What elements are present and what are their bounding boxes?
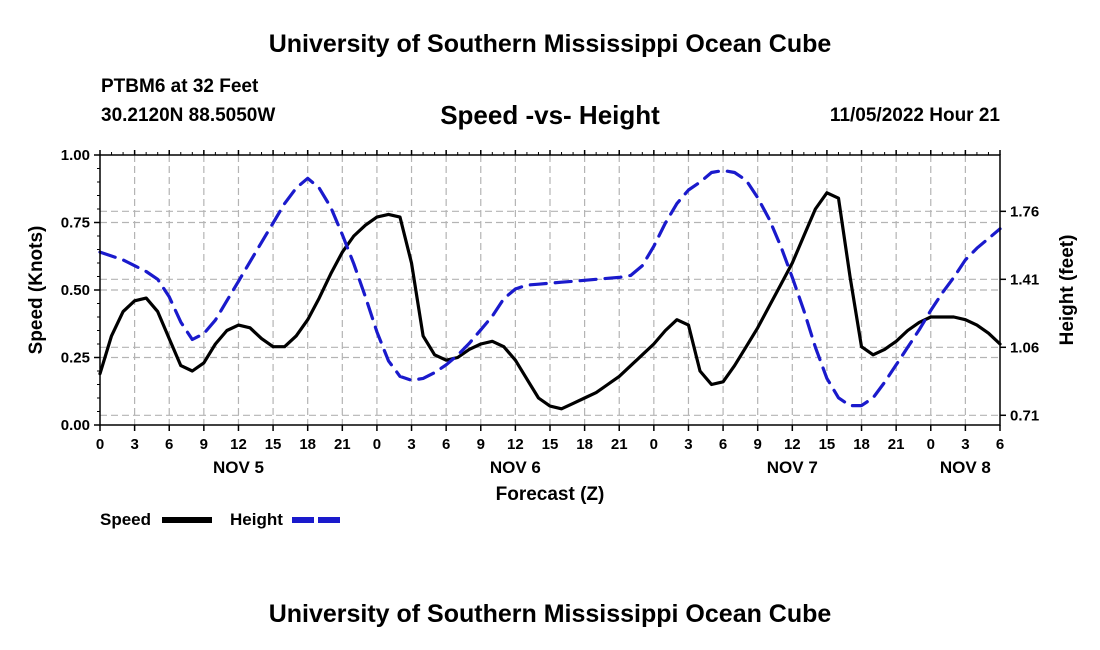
y-left-tick-label: 0.00 [61, 417, 90, 434]
x-tick-label: 6 [165, 436, 173, 453]
x-tick-label: 18 [853, 436, 870, 453]
x-tick-label: 15 [265, 436, 282, 453]
y-right-tick-label: 0.71 [1010, 407, 1039, 424]
x-day-label: NOV 8 [940, 458, 991, 477]
legend-height-label: Height [230, 510, 283, 529]
x-tick-label: 0 [373, 436, 381, 453]
series-layer [98, 168, 1002, 411]
y-left-tick-label: 1.00 [61, 147, 90, 164]
x-tick-label: 15 [819, 436, 836, 453]
x-tick-label: 15 [542, 436, 559, 453]
y-right-tick-label: 1.76 [1010, 203, 1039, 220]
x-axis-title: Forecast (Z) [496, 484, 605, 505]
y-left-tick-label: 0.50 [61, 282, 90, 299]
grid-layer [100, 155, 1000, 425]
x-tick-label: 21 [888, 436, 905, 453]
x-tick-label: 18 [299, 436, 316, 453]
x-tick-label: 12 [507, 436, 524, 453]
series-line-speed [98, 191, 1002, 411]
x-tick-label: 6 [719, 436, 727, 453]
x-tick-label: 9 [200, 436, 208, 453]
x-tick-label: 0 [650, 436, 658, 453]
x-day-label: NOV 5 [213, 458, 264, 477]
x-tick-label: 21 [334, 436, 351, 453]
y-right-tick-label: 1.06 [1010, 339, 1039, 356]
y-right-tick-label: 1.41 [1010, 271, 1039, 288]
x-tick-label: 6 [442, 436, 450, 453]
x-tick-label: 3 [961, 436, 969, 453]
chart-subtitle: Speed -vs- Height [440, 100, 660, 130]
x-day-label: NOV 6 [490, 458, 541, 477]
x-tick-label: 0 [96, 436, 104, 453]
legend: Speed Height [100, 510, 342, 529]
station-label: PTBM6 at 32 Feet [101, 76, 259, 97]
series-line-height [98, 168, 1002, 408]
axis-layer: 0 3 6 9 12 15 18 21 0 3 6 9 12 15 18 21 0 3 6 9 12 15 18 21 0 3 6N… [61, 147, 1039, 477]
y-left-tick-label: 0.25 [61, 350, 90, 367]
x-tick-label: 3 [130, 436, 138, 453]
y-left-tick-label: 0.75 [61, 215, 90, 232]
x-tick-label: 21 [611, 436, 628, 453]
x-tick-label: 9 [754, 436, 762, 453]
footer-title: University of Southern Mississippi Ocean… [268, 600, 832, 628]
x-tick-label: 12 [784, 436, 801, 453]
y-axis-right-title: Height (feet) [1057, 235, 1078, 346]
x-day-label: NOV 7 [767, 458, 818, 477]
x-tick-label: 12 [230, 436, 247, 453]
y-axis-left-title: Speed (Knots) [26, 226, 47, 355]
forecast-timestamp: 11/05/2022 Hour 21 [829, 105, 1000, 126]
x-tick-label: 6 [996, 436, 1004, 453]
x-tick-label: 18 [576, 436, 593, 453]
x-tick-label: 3 [684, 436, 692, 453]
x-tick-label: 0 [927, 436, 935, 453]
main-title: University of Southern Mississippi Ocean… [268, 30, 832, 58]
station-coordinates: 30.2120N 88.5050W [101, 105, 276, 126]
legend-speed-label: Speed [100, 510, 151, 529]
x-tick-label: 3 [407, 436, 415, 453]
x-tick-label: 9 [477, 436, 485, 453]
